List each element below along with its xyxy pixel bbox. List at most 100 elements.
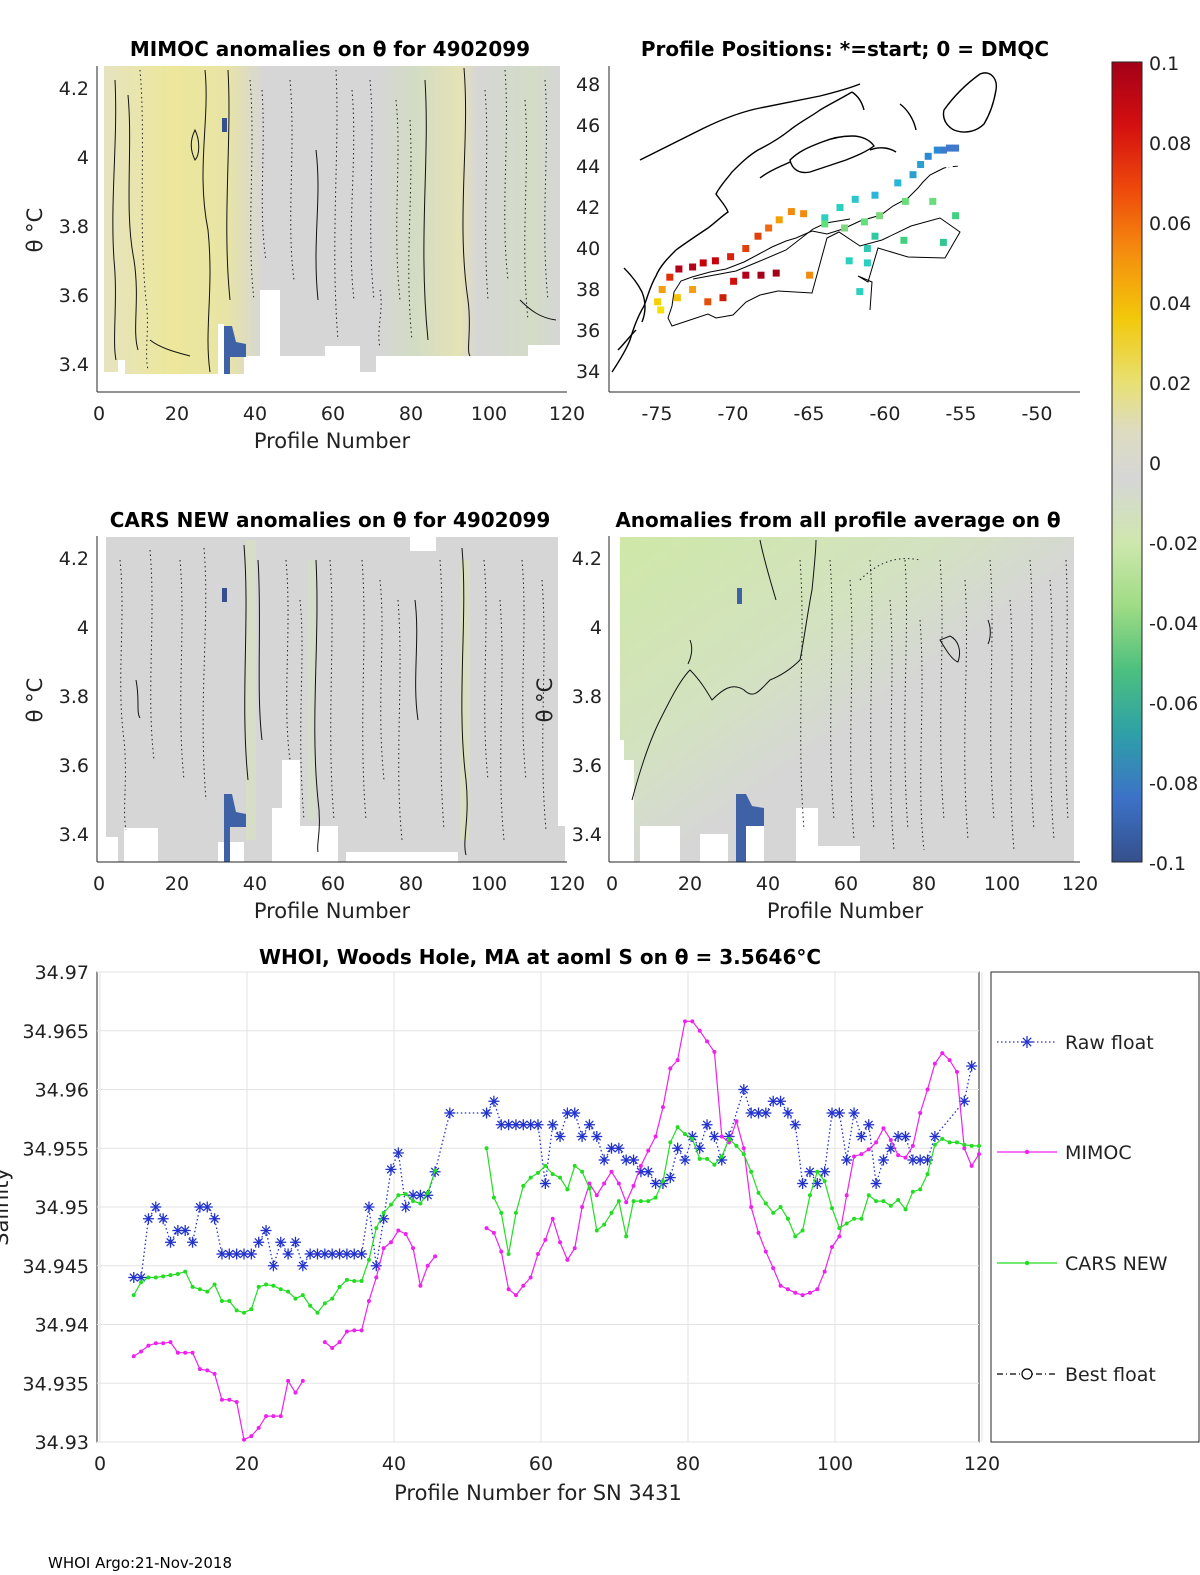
mimoc-point [234,1400,239,1405]
cars-new-point [359,1279,364,1284]
map-ytick: 34 [576,361,600,383]
cars-new-point [131,1293,136,1298]
cars-new-point [580,1169,585,1174]
raw-float-point [378,1213,390,1225]
cars-new-point [807,1193,812,1198]
mimoc-point [749,1205,754,1209]
float-position-marker [952,212,960,220]
salinity-ytick: 34.965 [23,1021,89,1043]
legend-box [990,971,1200,1443]
average-xtick: 0 [606,873,618,895]
mimoc-point [352,1328,357,1333]
mimoc-point [778,1283,783,1288]
float-position-marker [939,146,947,154]
cars-new-point [161,1274,166,1279]
raw-float-point [841,1154,853,1166]
mimoc-point [550,1216,555,1221]
mimoc-point [940,1051,945,1056]
salinity-xtick: 20 [235,1453,259,1475]
legend-label: Raw float [1065,1032,1154,1054]
raw-float-point [664,1172,676,1184]
legend-label: CARS NEW [1065,1253,1168,1275]
raw-float-point [444,1107,456,1119]
map-xtick: -65 [793,403,824,425]
salinity-xtick: 80 [676,1453,700,1475]
cars-new-point [528,1175,533,1180]
raw-float-point [679,1154,691,1166]
mimoc-point [903,1155,908,1160]
map-xtick: -55 [945,403,976,425]
average-xtick: 100 [984,873,1020,895]
raw-float-point [708,1131,720,1142]
raw-float-point [561,1107,573,1119]
salinity-ytick: 34.945 [23,1256,89,1278]
average-xtick: 20 [678,873,702,895]
cars-new-point [536,1170,540,1175]
mimoc-point [484,1226,489,1231]
float-position-marker [946,144,953,152]
cars-new-point [602,1222,607,1227]
map-ytick: 36 [576,320,600,342]
mimoc-yticks: 3.4 3.6 3.8 4 4.2 [59,78,89,376]
mimoc-xtick: 100 [471,403,507,425]
mimoc-point [197,1367,202,1372]
mimoc-point [330,1346,335,1350]
raw-float-series-line [133,1065,973,1279]
cars-new-point [830,1206,834,1211]
raw-float-point [187,1236,199,1248]
float-markers [654,144,960,314]
cars-new-point [609,1210,614,1215]
cars-new-point [977,1143,981,1148]
cars-new-point [734,1143,739,1148]
raw-float-point [209,1213,221,1225]
float-position-marker [836,204,844,211]
cars-new-point [727,1136,732,1141]
mimoc-point [932,1061,937,1066]
float-position-marker [871,232,879,240]
mimoc-point [381,1246,386,1251]
average-negative-patch [737,588,742,604]
mimoc-point [888,1138,893,1143]
mimoc-point [580,1205,585,1209]
float-position-marker [821,214,829,222]
cars-new-point [954,1140,959,1145]
raw-float-point [929,1131,941,1142]
cars-new-point [712,1162,717,1167]
raw-float-point [304,1248,316,1260]
mimoc-series-line [486,1020,980,1296]
mimoc-point [771,1266,776,1271]
cars-new-point [344,1277,349,1282]
mimoc-point [616,1181,621,1186]
cars-new-point [859,1216,864,1221]
cars-new-point [587,1186,592,1191]
raw-float-point [260,1225,272,1236]
mimoc-dotted-contours [139,69,549,371]
cars-new-point [638,1199,643,1204]
mimoc-ytick: 4 [77,147,89,169]
mimoc-point [499,1249,504,1254]
mimoc-point [874,1140,879,1145]
salinity-chart-title: WHOI, Woods Hole, MA at aoml S on θ = 3.… [259,945,821,969]
mimoc-point [175,1350,180,1355]
cars-xtick: 80 [399,873,423,895]
mimoc-anomaly-panel: MIMOC anomalies on θ for 4902099 [23,37,585,453]
colorbar: 0.1 0.08 0.06 0.04 0.02 0 -0.02 -0.04 -0… [1111,53,1198,875]
map-xtick: -70 [717,403,748,425]
raw-float-point [760,1107,772,1119]
mimoc-point [719,1134,724,1139]
legend-marker [1024,1260,1030,1266]
cars-anomaly-field [106,537,565,862]
average-ytick: 3.6 [572,755,602,777]
mimoc-point [697,1028,702,1033]
mimoc-point [506,1287,511,1292]
cars-xtick: 120 [549,873,585,895]
cars-new-point [822,1179,827,1184]
mimoc-point [168,1340,173,1345]
cars-new-point [749,1169,754,1174]
cars-new-point [896,1197,901,1202]
cars-new-point [785,1216,790,1221]
raw-float-point [356,1248,368,1260]
mimoc-xticks: 0 20 40 60 80 100 120 [93,403,585,425]
float-position-marker [800,210,808,218]
